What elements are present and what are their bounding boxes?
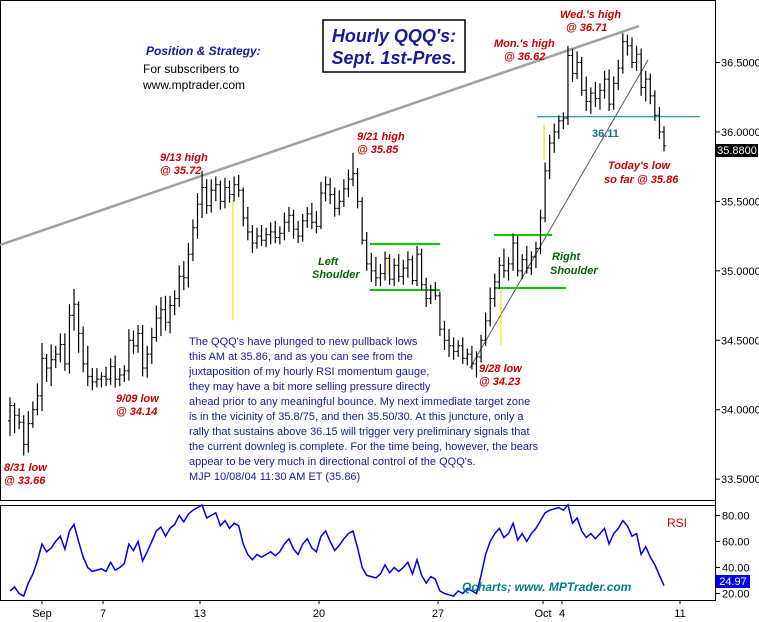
rsi-panel-label: RSI (667, 516, 687, 530)
annotations: 8/31 low @ 33.66 9/09 low @ 34.14 9/13 h… (4, 9, 679, 487)
rsi-axis: 20.00 40.00 60.00 80.00 (715, 510, 750, 600)
time-tick-label: 4 (559, 608, 565, 620)
annotation-wed-high-line-1: Wed.'s high (560, 9, 621, 21)
commentary-line: the current downleg is complete. For the… (189, 441, 539, 453)
right-shoulder-label-line-2: Shoulder (550, 265, 598, 277)
annotation-9-21-high-line-1: 9/21 high (357, 131, 405, 143)
time-tick-label: 13 (194, 608, 206, 620)
time-tick-label: 27 (432, 608, 444, 620)
last-rsi-label: 24.97 (719, 576, 747, 588)
last-price-tag: 35.8800 (716, 144, 758, 157)
price-axis: 33.5000 34.0000 34.5000 35.0000 35.5000 36.00… (715, 58, 759, 486)
annotation-today-low-line-1: Today's low (608, 160, 672, 172)
annotation-today-low-line-2: so far @ 35.86 (604, 174, 679, 186)
commentary-line: is in the vicinity of 35.8/75, and then … (189, 411, 524, 423)
annotation-9-28-low-line-1: 9/28 low (479, 363, 523, 375)
time-tick-label: Oct (534, 608, 551, 620)
rsi-line (9, 503, 665, 598)
commentary-line: juxtaposition of my hourly RSI momentum … (188, 366, 429, 378)
chart-title-line-2: Sept. 1st-Pres. (331, 48, 456, 68)
price-tick-label: 33.5000 (721, 474, 759, 486)
price-tick-label: 36.0000 (721, 127, 759, 139)
rsi-panel-frame (0, 505, 716, 601)
position-strategy-heading: Position & Strategy: (146, 44, 261, 58)
commentary-line: rally that sustains above 36.15 will tri… (189, 426, 530, 438)
commentary-block: The QQQ's have plunged to new pullback l… (188, 336, 539, 483)
price-panel-frame (0, 0, 716, 501)
time-tick-label: Sep (32, 608, 52, 620)
annotation-9-28-low-line-2: @ 34.23 (479, 376, 520, 388)
time-axis: Sep 7 13 20 27 Oct 4 11 (32, 600, 686, 620)
annotation-wed-high-line-2: @ 36.71 (566, 22, 607, 34)
time-tick-label: 11 (674, 608, 685, 620)
commentary-line: MJP 10/08/04 11:30 AM ET (35.86) (189, 471, 360, 483)
rsi-tick-label: 20.00 (722, 588, 750, 600)
annotation-9-13-high-line-1: 9/13 high (160, 152, 208, 164)
annotation-8-31-low-line-2: @ 33.66 (4, 475, 46, 487)
chart-title-line-1: Hourly QQQ's: (332, 26, 456, 46)
annotation-8-31-low-line-1: 8/31 low (4, 462, 48, 474)
annotation-9-09-low-line-2: @ 34.14 (116, 406, 157, 418)
price-tick-label: 35.0000 (721, 266, 759, 278)
left-shoulder-label-line-2: Shoulder (312, 269, 360, 281)
position-strategy-line-2: www.mptrader.com (142, 78, 245, 92)
right-shoulder-label-line-1: Right (552, 251, 581, 263)
annotation-mon-high-line-2: @ 36.62 (504, 51, 545, 63)
last-rsi-tag: 24.97 (716, 575, 750, 588)
rally-support-trendline (469, 59, 649, 369)
commentary-line: appear to be very much in directional co… (189, 456, 475, 468)
price-bars (8, 33, 666, 456)
time-tick-label: 20 (313, 608, 325, 620)
upper-channel-trendline (0, 24, 640, 247)
data-credit: Qcharts; www. MPTrader.com (462, 580, 632, 594)
chart-overlays (0, 24, 700, 369)
price-tick-label: 34.5000 (721, 335, 759, 347)
price-tick-label: 36.5000 (721, 58, 759, 70)
time-tick-label: 7 (100, 608, 106, 620)
annotation-mon-high-line-1: Mon.'s high (494, 38, 555, 50)
support-level-label: 36.11 (592, 128, 619, 140)
position-strategy-line-1: For subscribers to (143, 62, 239, 76)
price-tick-label: 34.0000 (721, 405, 759, 417)
annotation-9-09-low-line-1: 9/09 low (116, 393, 160, 405)
commentary-line: The QQQ's have plunged to new pullback l… (189, 336, 418, 348)
rsi-tick-label: 60.00 (722, 536, 750, 548)
price-tick-label: 35.5000 (721, 196, 759, 208)
rsi-tick-label: 40.00 (722, 562, 750, 574)
chart-title-box: Hourly QQQ's: Sept. 1st-Pres. (322, 19, 466, 73)
left-shoulder-label-line-1: Left (318, 256, 340, 268)
last-price-label: 35.8800 (717, 145, 757, 157)
commentary-line: ahead prior to any meaningful bounce. My… (189, 396, 530, 408)
commentary-line: they may have a bit more selling pressur… (189, 381, 431, 393)
annotation-9-13-high-line-2: @ 35.72 (160, 165, 201, 177)
position-strategy-box: Position & Strategy: For subscribers to … (141, 44, 313, 132)
commentary-line: this AM at 35.86, and as you can see fro… (189, 351, 413, 363)
annotation-9-21-high-line-2: @ 35.85 (357, 144, 399, 156)
rsi-tick-label: 80.00 (722, 510, 750, 522)
